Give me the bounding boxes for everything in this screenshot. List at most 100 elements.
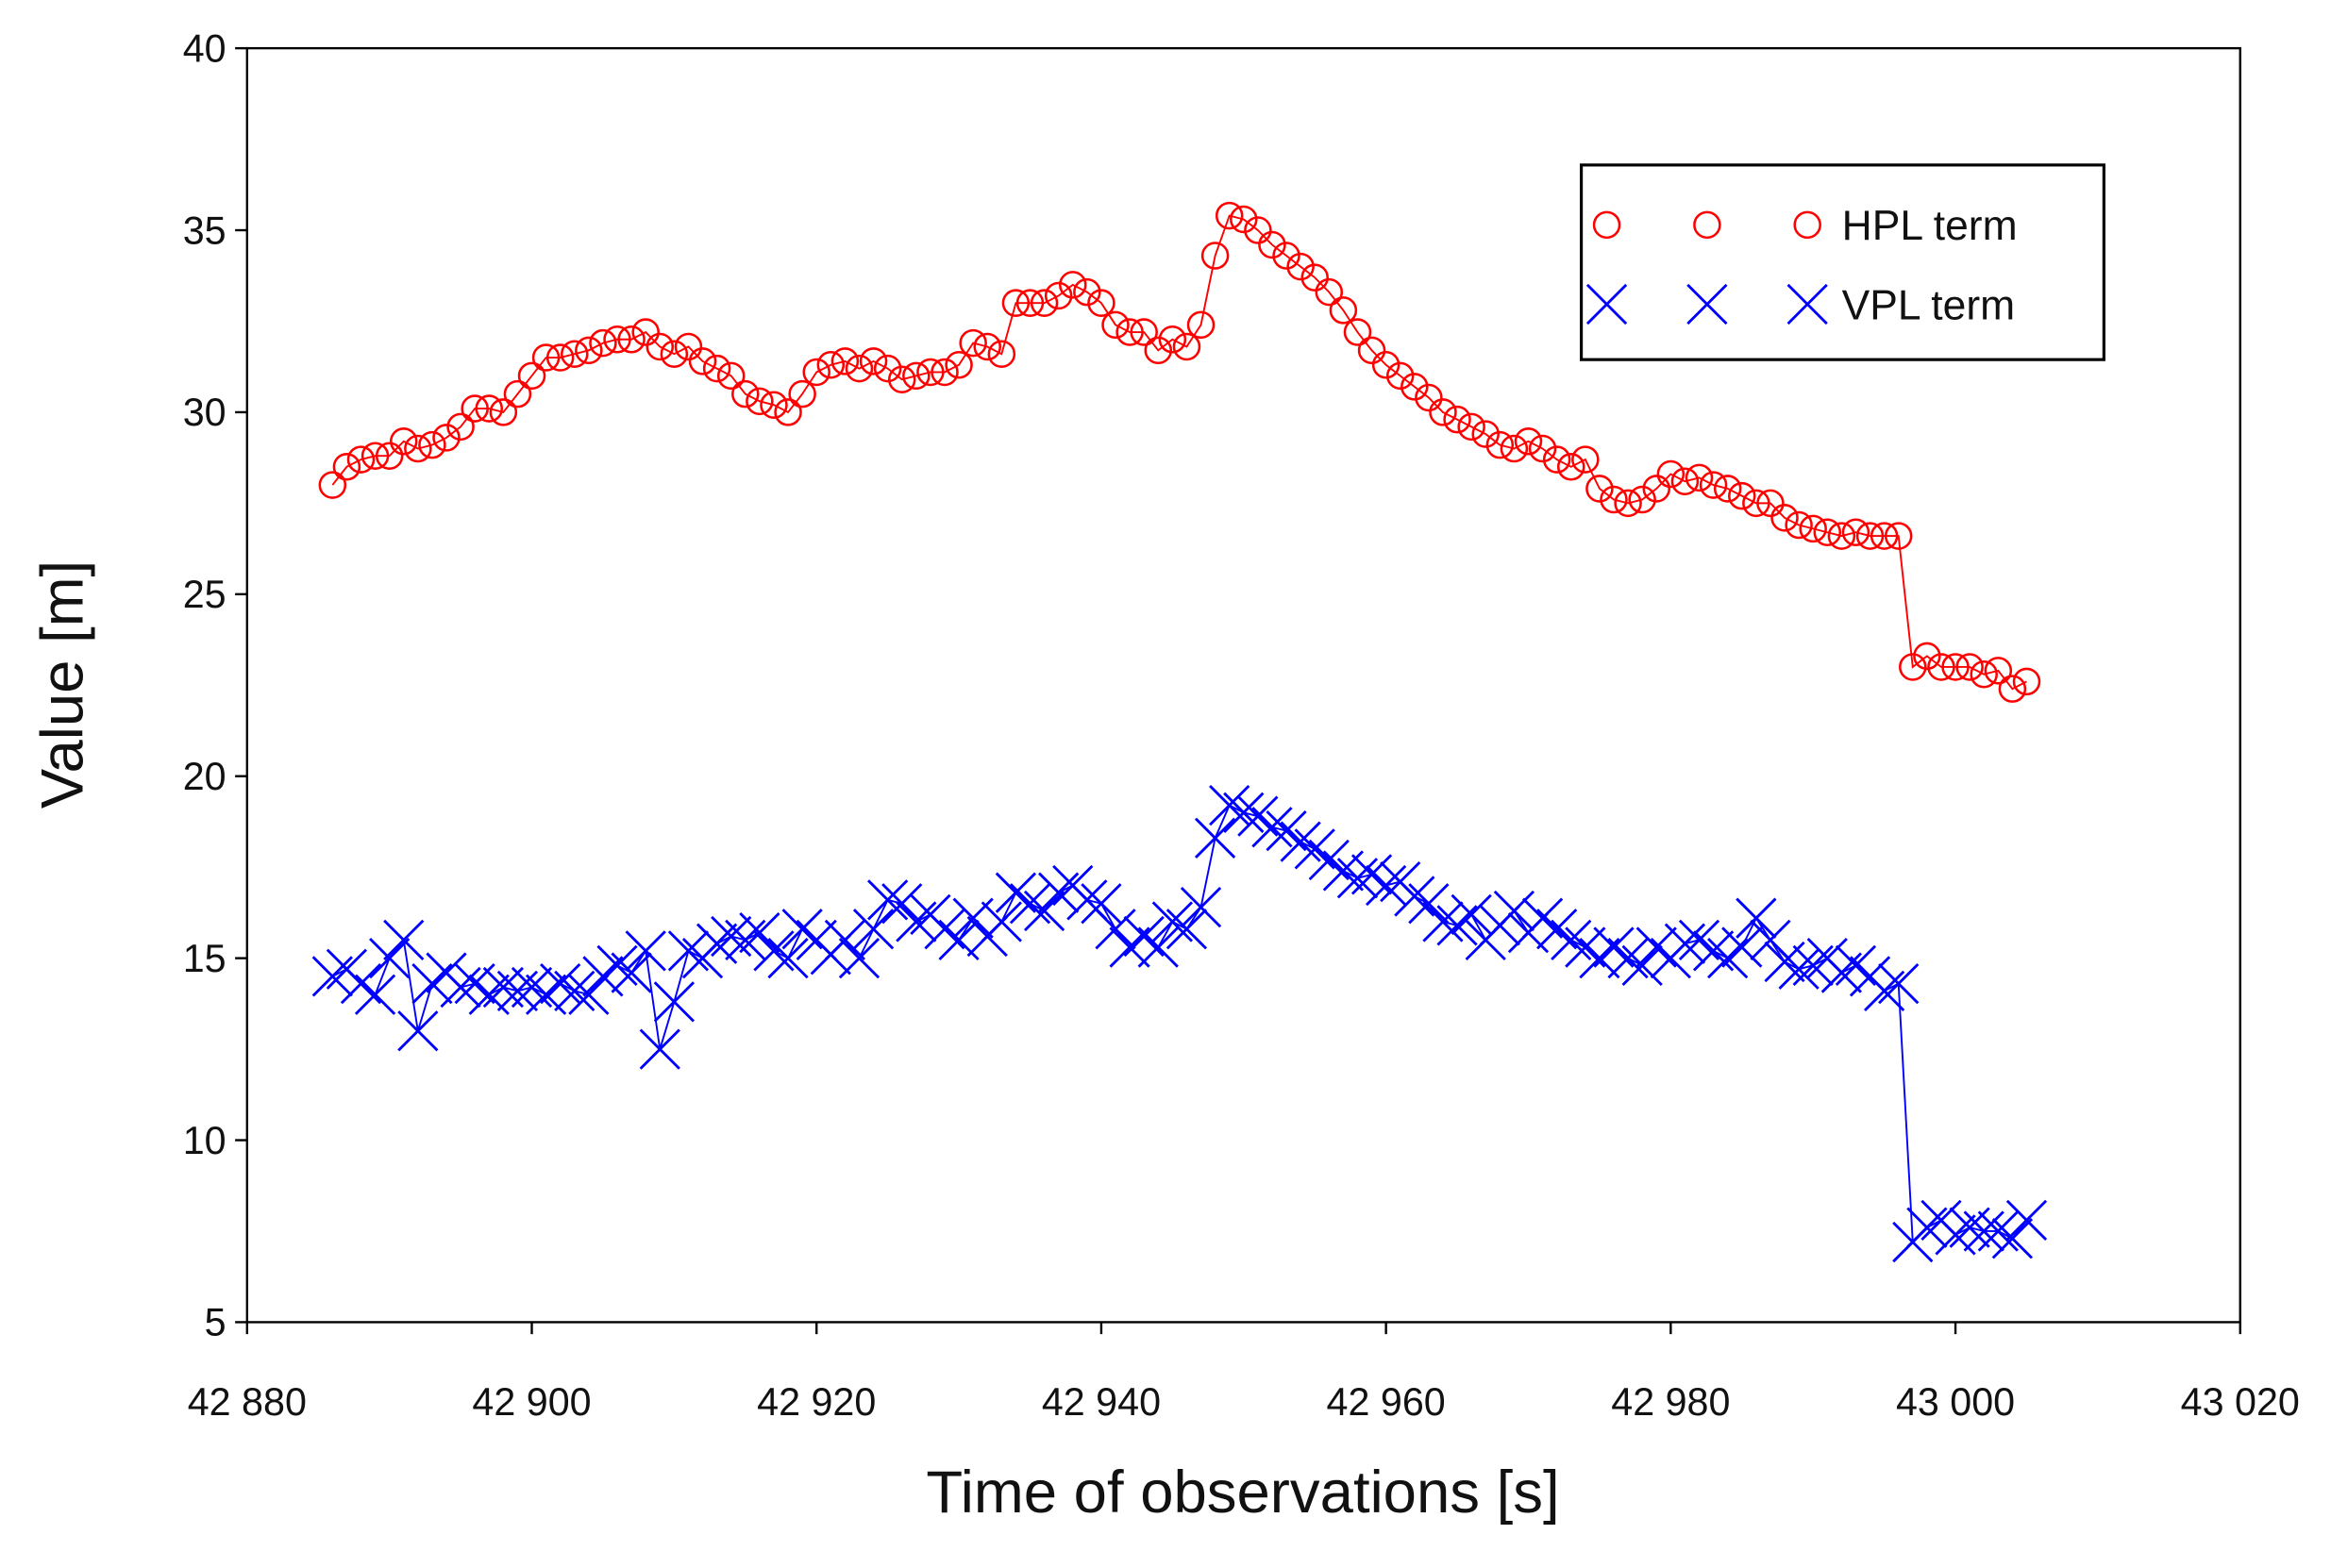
point xyxy=(1315,277,1344,307)
point xyxy=(767,937,809,979)
point xyxy=(1835,944,1877,986)
point xyxy=(1286,252,1315,281)
point xyxy=(1044,281,1073,310)
point xyxy=(1635,926,1677,968)
point xyxy=(1621,944,1663,986)
point xyxy=(1115,318,1144,346)
point xyxy=(1600,485,1628,514)
point xyxy=(446,412,475,442)
point xyxy=(554,970,595,1011)
point xyxy=(867,879,909,921)
point xyxy=(1991,1218,2034,1259)
point xyxy=(1365,864,1407,907)
legend-label: HPL term xyxy=(1842,203,2018,249)
point xyxy=(1642,475,1671,503)
x-tick-label: 42 920 xyxy=(757,1380,876,1424)
point xyxy=(1977,1210,2019,1252)
point xyxy=(397,1010,439,1052)
point xyxy=(1778,948,1820,990)
series-points xyxy=(318,201,2041,703)
point xyxy=(802,358,830,387)
point xyxy=(1884,522,1913,550)
plot-frame xyxy=(245,46,2241,1324)
point xyxy=(1009,883,1051,925)
point xyxy=(1721,926,1763,968)
point xyxy=(1194,817,1236,859)
point xyxy=(824,919,866,960)
point xyxy=(1001,289,1031,317)
point xyxy=(1593,926,1635,968)
point xyxy=(1863,970,1905,1011)
point xyxy=(1457,412,1485,442)
legend-marker xyxy=(1585,283,1628,325)
point xyxy=(1528,434,1557,463)
point xyxy=(753,930,795,972)
y-tick-label: 15 xyxy=(183,937,226,980)
point xyxy=(1087,289,1115,317)
point xyxy=(1400,373,1429,401)
point xyxy=(575,336,603,365)
point xyxy=(959,328,987,358)
point xyxy=(981,901,1022,942)
point xyxy=(987,340,1016,368)
y-tick-label: 30 xyxy=(183,391,226,434)
point xyxy=(1258,230,1286,259)
point xyxy=(1357,336,1386,365)
point xyxy=(916,358,945,387)
point xyxy=(1878,962,1920,1005)
point xyxy=(1571,445,1600,474)
y-tick-label: 5 xyxy=(205,1301,226,1344)
point xyxy=(739,911,780,954)
point xyxy=(411,962,453,1005)
point xyxy=(1678,919,1720,960)
point xyxy=(454,962,495,1005)
point xyxy=(1764,941,1805,983)
point xyxy=(1015,289,1045,317)
point xyxy=(1493,890,1535,932)
point xyxy=(716,361,746,391)
point xyxy=(1151,901,1193,942)
point xyxy=(1542,445,1571,474)
point xyxy=(589,328,617,358)
x-tick-label: 42 980 xyxy=(1611,1380,1730,1424)
point xyxy=(952,897,994,939)
point xyxy=(873,354,902,383)
point xyxy=(332,453,361,481)
point xyxy=(482,966,524,1009)
point xyxy=(945,351,973,379)
point xyxy=(1906,1207,1948,1248)
point xyxy=(1329,296,1358,325)
point xyxy=(1322,850,1365,892)
point xyxy=(702,354,731,383)
point xyxy=(1685,463,1714,492)
point xyxy=(746,387,774,416)
point xyxy=(361,442,390,470)
point xyxy=(311,956,353,997)
point xyxy=(1485,430,1515,459)
point xyxy=(1408,883,1450,925)
point xyxy=(1081,883,1122,925)
point xyxy=(887,365,916,393)
point xyxy=(1736,897,1777,939)
point xyxy=(1186,310,1216,340)
point xyxy=(1038,872,1080,913)
point xyxy=(902,361,931,391)
point xyxy=(1813,518,1842,546)
point xyxy=(369,937,411,979)
point xyxy=(881,883,923,925)
legend-label: VPL term xyxy=(1842,282,2015,328)
x-tick-label: 42 880 xyxy=(188,1380,307,1424)
point xyxy=(1963,1210,2004,1252)
point xyxy=(1166,909,1208,950)
y-tick-label: 40 xyxy=(183,26,226,70)
point xyxy=(1215,201,1244,230)
legend-marker xyxy=(1592,210,1621,240)
point xyxy=(1415,383,1443,412)
point xyxy=(1300,263,1329,292)
point xyxy=(696,923,738,964)
point xyxy=(545,343,575,372)
point xyxy=(1955,653,1984,681)
point xyxy=(1785,510,1813,540)
legend-marker xyxy=(1786,283,1828,325)
